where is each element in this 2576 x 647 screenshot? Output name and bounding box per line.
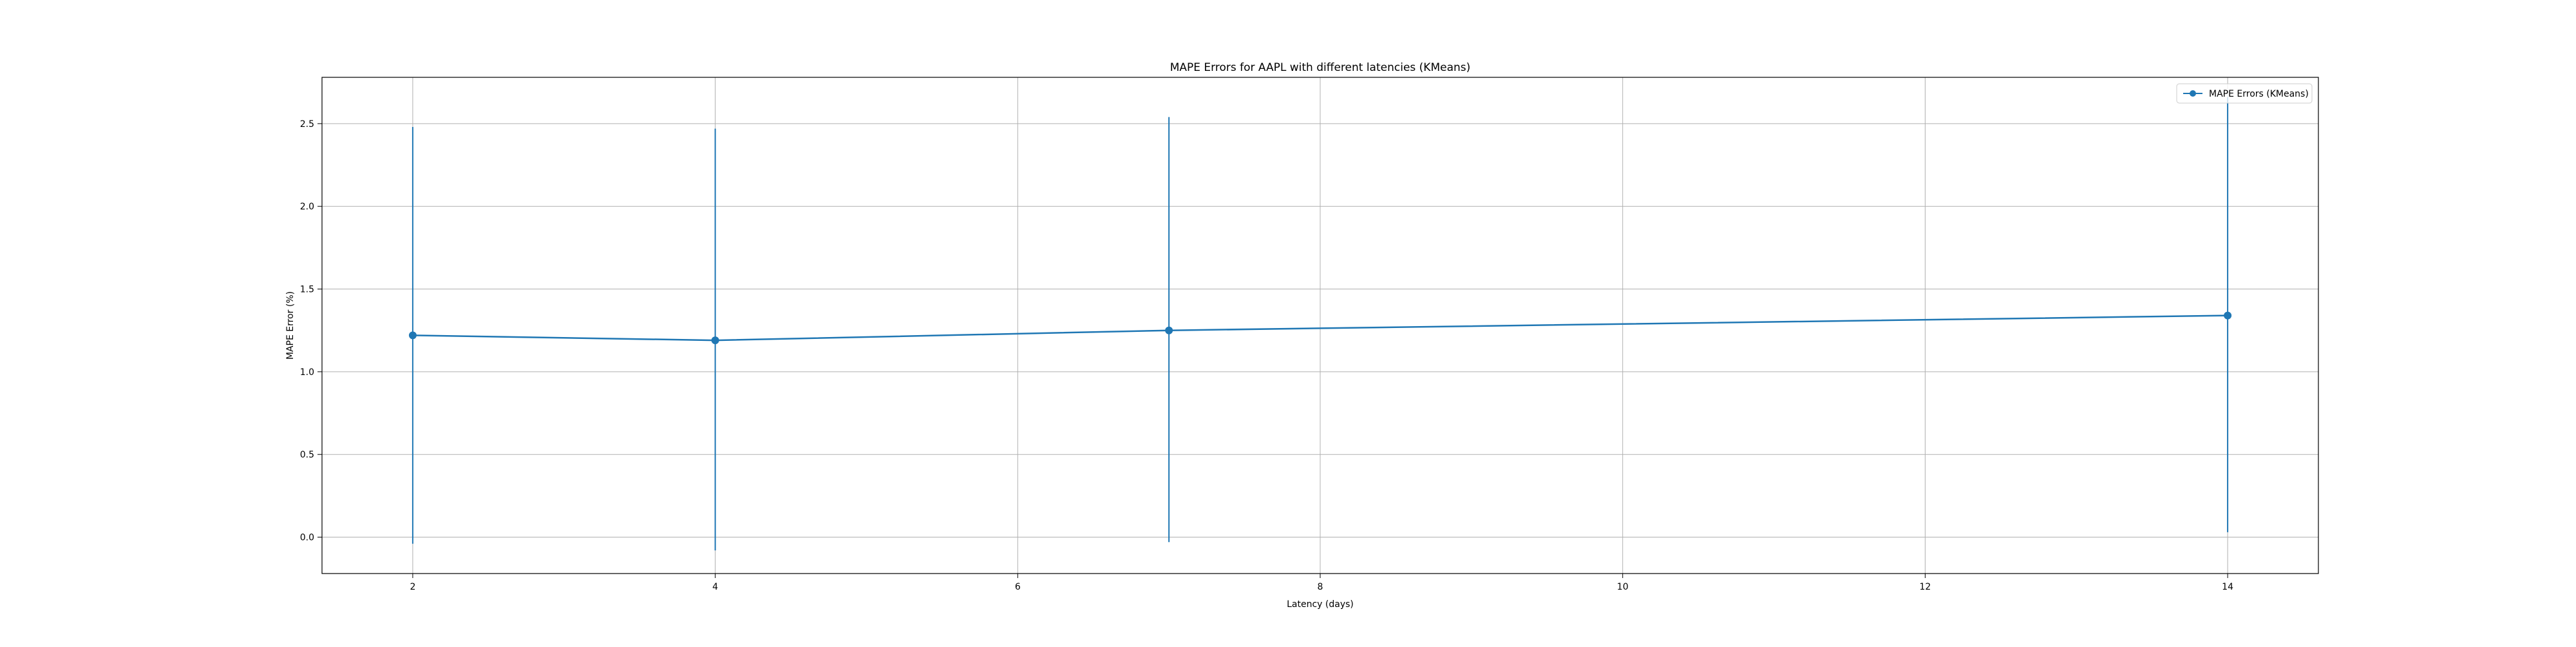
data-point-2 — [408, 331, 417, 340]
y-tick-label-2: 1.0 — [300, 367, 314, 378]
chart-title: MAPE Errors for AAPL with different late… — [1170, 61, 1471, 74]
data-point-7 — [1165, 326, 1173, 334]
x-axis-label: Latency (days) — [1287, 599, 1354, 610]
legend-box — [2176, 83, 2313, 104]
y-tick-label-4: 2.0 — [300, 202, 314, 212]
data-point-14 — [2224, 311, 2232, 320]
x-tick-label-8: 8 — [1318, 582, 1323, 592]
y-axis-label: MAPE Error (%) — [285, 291, 296, 360]
grid-layer — [322, 77, 2318, 574]
y-tick-label-5: 2.5 — [300, 119, 314, 130]
x-tick-label-14: 14 — [2222, 582, 2233, 592]
series-line-0 — [412, 314, 2228, 342]
x-tick-label-10: 10 — [1617, 582, 1629, 592]
y-tick-label-3: 1.5 — [300, 285, 314, 295]
x-tick-label-12: 12 — [1919, 582, 1931, 592]
legend-entry-label: MAPE Errors (KMeans) — [2209, 89, 2309, 99]
y-tick-label-0: 0.0 — [300, 533, 314, 543]
ticks-layer: 2 4 6 8 10 12 14 0.0 0.5 1.0 1.5 2.0 2.5 — [300, 119, 2233, 592]
y-tick-label-1: 0.5 — [300, 450, 314, 460]
x-tick-label-6: 6 — [1015, 582, 1021, 592]
series-layer — [408, 97, 2232, 551]
legend-marker-swatch — [2190, 90, 2196, 97]
x-tick-label-4: 4 — [712, 582, 718, 592]
legend: MAPE Errors (KMeans) — [2176, 83, 2313, 104]
data-point-4 — [711, 336, 719, 345]
x-tick-label-2: 2 — [410, 582, 415, 592]
